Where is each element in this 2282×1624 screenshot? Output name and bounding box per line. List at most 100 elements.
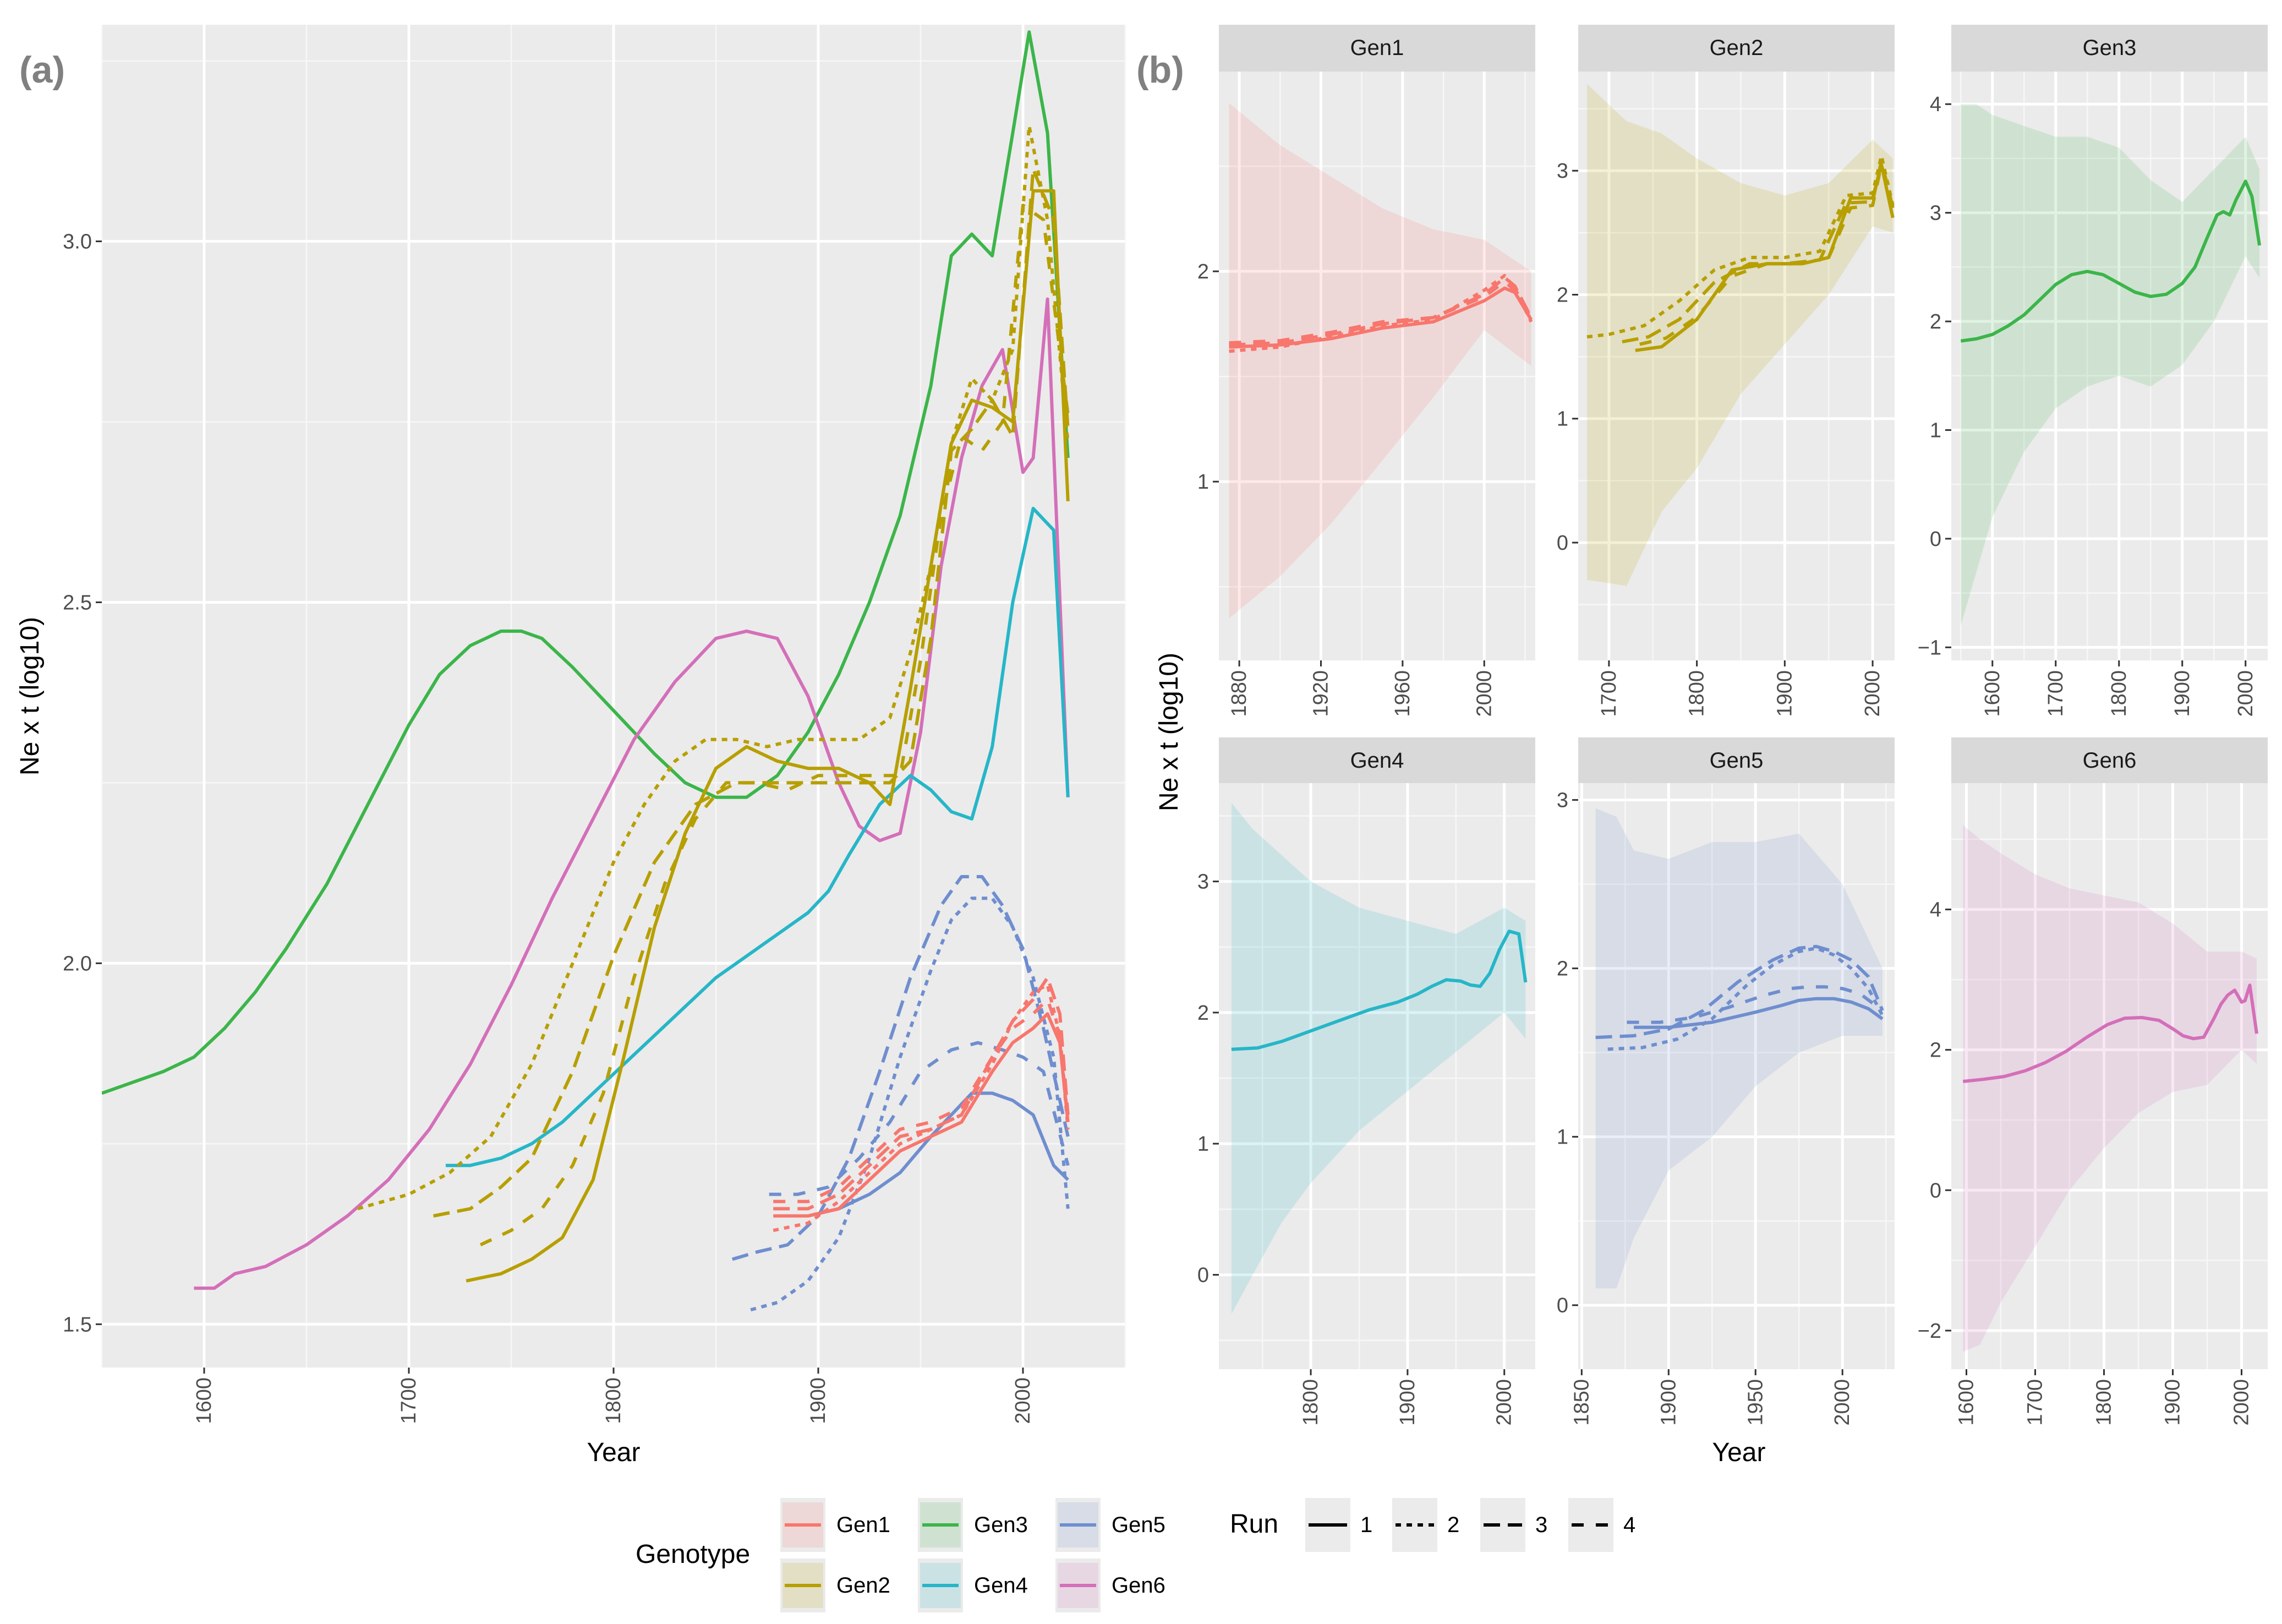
panel-a-x-tick-label: 2000	[1011, 1377, 1035, 1424]
facet-gen2-y-tick-label: 0	[1557, 532, 1568, 555]
facet-gen1-strip	[1219, 25, 1535, 72]
panel-a-x-axis-title: Year	[587, 1438, 641, 1467]
facet-gen6-y-tick-label: 4	[1930, 899, 1941, 922]
facet-gen1-y-tick-label: 1	[1197, 471, 1209, 494]
facet-gen6-strip-label: Gen6	[2083, 748, 2137, 773]
facet-gen5-x-tick-label: 1850	[1570, 1379, 1593, 1426]
facet-gen5-x-tick-label: 2000	[1831, 1379, 1854, 1426]
facet-gen3-x-tick-label: 1600	[1981, 670, 2004, 717]
facet-gen3-y-tick-label: 3	[1930, 202, 1941, 225]
facet-gen3-ci-band	[1961, 104, 2260, 626]
series-gen2-run-1	[466, 189, 1070, 1283]
legend-run-title: Run	[1230, 1510, 1278, 1539]
facet-gen4-x-tick-label: 1800	[1299, 1379, 1322, 1426]
facet-gen3-background	[1951, 72, 2268, 660]
legend: Genotype Gen1 Gen2 Gen3 Gen4 Gen5 Gen6 Run 1 2 3 4	[636, 1498, 1635, 1612]
facet-gen2-x-tick-label: 1900	[1773, 670, 1796, 717]
facet-gen2-y-tick-label: 3	[1557, 160, 1568, 183]
panel-a-tag: (a)	[19, 49, 65, 91]
facet-gen4-run-1	[1231, 929, 1528, 1051]
facet-gen4-x-tick-label: 2000	[1493, 1379, 1516, 1426]
legend-label-gen2: Gen2	[836, 1573, 890, 1598]
panel-a-x-tick-label: 1800	[602, 1377, 625, 1424]
facet-gen3-y-tick-label: 1	[1930, 419, 1941, 442]
facet-gen1-run-4	[1229, 280, 1533, 345]
facet-gen1-strip-label: Gen1	[1350, 36, 1404, 60]
facet-gen5-y-tick-label: 1	[1557, 1126, 1568, 1149]
panel-a-x-tick-label: 1900	[807, 1377, 830, 1424]
facet-gen2-run-2	[1586, 154, 1895, 339]
series-gen4-run-1	[446, 506, 1070, 1167]
facet-gen5-y-tick-label: 2	[1557, 958, 1568, 981]
panel-b-x-axis-title: Year	[1712, 1438, 1766, 1467]
facet-gen6-strip	[1951, 737, 2268, 783]
facet-gen5-ci-band	[1595, 808, 1882, 1289]
panel-a-y-tick-label: 3.0	[63, 231, 92, 254]
facet-gen2: Gen2 1700 1800 1900 2000 0 1 2 3	[1557, 25, 1895, 717]
facet-gen3-y-tick-label: 2	[1930, 310, 1941, 333]
facet-gen1-background	[1219, 72, 1535, 660]
series-gen2-run-2	[357, 124, 1070, 1211]
facet-gen6-x-tick-label: 1900	[2161, 1379, 2185, 1426]
legend-label-run-4: 4	[1623, 1513, 1635, 1537]
panel-a-y-tick-label: 2.0	[63, 952, 92, 975]
series-gen2-run-3	[433, 167, 1070, 1218]
legend-label-run-1: 1	[1360, 1513, 1372, 1537]
panel-a-y-tick-label: 1.5	[63, 1313, 92, 1336]
facet-gen3-y-tick-label: 4	[1930, 93, 1941, 116]
facet-gen2-x-tick-label: 2000	[1861, 670, 1884, 717]
panel-a-x-tick-label: 1700	[397, 1377, 420, 1424]
series-gen3-run-1	[102, 30, 1070, 1095]
facet-gen5-y-tick-label: 3	[1557, 789, 1568, 812]
facet-gen4-x-tick-label: 1900	[1396, 1379, 1419, 1426]
panel-a: 1600 1700 1800 1900 2000 1.5 2.0 2.5 3.0 (a) Year N…	[15, 25, 1126, 1467]
facet-gen4-ci-band	[1231, 802, 1526, 1314]
facet-gen5-run-4	[1627, 985, 1884, 1024]
facet-gen1: Gen1 1880 1920 1960 2000 1 2	[1197, 25, 1535, 717]
facet-gen3-x-tick-label: 1700	[2044, 670, 2067, 717]
facet-gen5-strip	[1578, 737, 1895, 783]
panel-b-tag: (b)	[1136, 49, 1184, 91]
facet-gen1-run-3	[1229, 276, 1533, 347]
facet-gen1-x-tick-label: 1920	[1309, 670, 1332, 717]
facet-gen3: Gen3 1600 1700 1800 1900 2000 −1 0 1 2 3 4	[1918, 25, 2268, 717]
facet-gen5-y-tick-label: 0	[1557, 1294, 1568, 1317]
series-gen6-run-1	[194, 297, 1070, 1290]
facet-gen4-y-tick-label: 1	[1197, 1133, 1209, 1156]
facet-gen4-y-tick-label: 2	[1197, 1002, 1209, 1025]
facet-gen6: Gen6 1600 1700 1800 1900 2000 −2 0 2 4	[1918, 737, 2268, 1426]
facet-gen4: Gen4 1800 1900 2000 0 1 2 3	[1197, 737, 1535, 1426]
facet-gen3-y-tick-label: 0	[1930, 528, 1941, 551]
facet-gen2-x-tick-label: 1700	[1597, 670, 1621, 717]
facet-gen6-x-tick-label: 1800	[2093, 1379, 2116, 1426]
facet-gen5-x-tick-label: 1900	[1657, 1379, 1680, 1426]
facet-gen5-x-tick-label: 1950	[1744, 1379, 1767, 1426]
series-gen5-run-3	[731, 875, 1070, 1261]
facet-gen3-strip-label: Gen3	[2083, 36, 2137, 60]
facet-gen2-y-tick-label: 1	[1557, 408, 1568, 431]
facet-gen3-run-1	[1960, 179, 2262, 343]
legend-label-gen1: Gen1	[836, 1513, 890, 1537]
facet-gen1-x-tick-label: 1960	[1391, 670, 1414, 717]
facet-gen6-y-tick-label: −2	[1918, 1320, 1941, 1343]
facet-gen1-y-tick-label: 2	[1197, 260, 1209, 283]
facet-gen2-strip-label: Gen2	[1710, 36, 1764, 60]
facet-gen6-x-tick-label: 1700	[2024, 1379, 2047, 1426]
panel-b-y-axis-title: Ne x t (log10)	[1154, 653, 1184, 811]
legend-label-run-2: 2	[1447, 1513, 1459, 1537]
facet-gen2-y-tick-label: 2	[1557, 283, 1568, 307]
facet-gen6-run-1	[1962, 983, 2258, 1084]
facet-gen5-strip-label: Gen5	[1710, 748, 1764, 773]
facet-gen2-run-4	[1639, 162, 1895, 346]
facet-gen1-x-tick-label: 1880	[1228, 670, 1251, 717]
legend-label-gen5: Gen5	[1112, 1513, 1165, 1537]
legend-label-gen6: Gen6	[1112, 1573, 1165, 1598]
legend-genotype-title: Genotype	[636, 1540, 750, 1569]
facet-gen3-x-tick-label: 1800	[2108, 670, 2131, 717]
facet-gen4-y-tick-label: 0	[1197, 1264, 1209, 1287]
facet-gen6-y-tick-label: 0	[1930, 1179, 1941, 1202]
facet-gen1-ci-band	[1229, 103, 1531, 619]
facet-gen2-x-tick-label: 1800	[1685, 670, 1709, 717]
